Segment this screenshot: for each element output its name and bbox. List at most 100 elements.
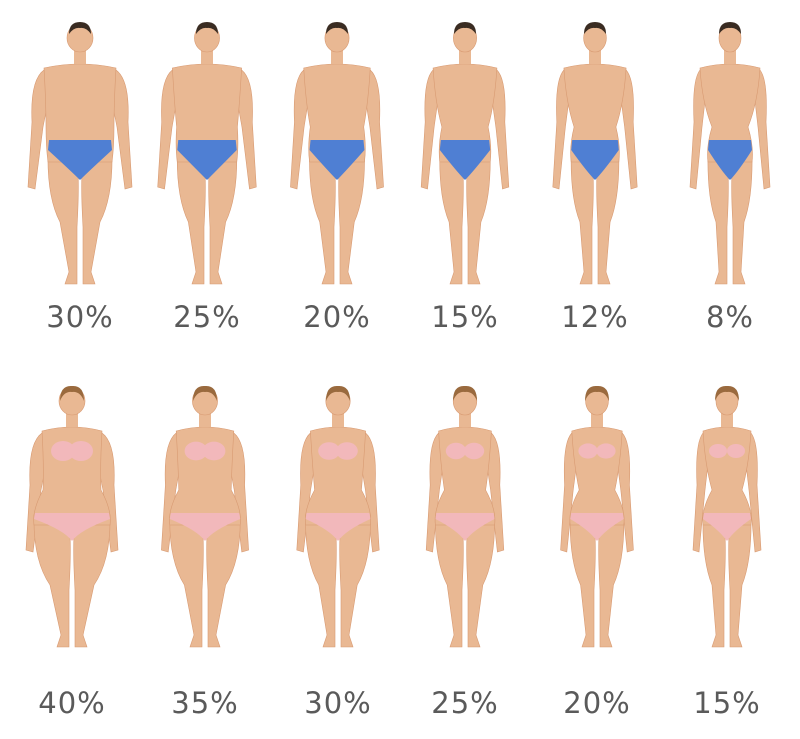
figure-men-3 [290, 22, 384, 285]
figure-women-2 [161, 385, 249, 648]
hair [326, 385, 350, 401]
hair [715, 385, 739, 401]
figure-men-2 [157, 22, 257, 285]
neck [74, 48, 86, 64]
torso [172, 63, 242, 163]
torso [33, 426, 111, 526]
briefs [571, 140, 619, 180]
right-arm [235, 69, 257, 190]
left-leg [169, 514, 204, 648]
left-leg [305, 514, 337, 648]
bikini-top-left [578, 443, 598, 459]
right-leg [206, 514, 241, 648]
body-fat-label: 30% [304, 686, 372, 720]
torso [432, 63, 498, 163]
figure-men-1 [27, 22, 133, 285]
right-leg [728, 514, 752, 648]
left-arm [157, 69, 179, 190]
figure-men-4 [420, 22, 510, 285]
hair [196, 22, 218, 34]
bikini-top-left [51, 441, 75, 461]
briefs [309, 140, 365, 180]
neck [199, 411, 211, 427]
right-leg [598, 514, 625, 648]
hair [60, 385, 84, 401]
left-leg [707, 151, 729, 285]
left-leg [702, 514, 726, 648]
body-fat-label: 20% [303, 300, 371, 334]
bikini-top-left [445, 442, 467, 460]
body-fat-label: 8% [705, 300, 754, 334]
torso [43, 63, 117, 163]
bikini-top-right [463, 442, 485, 460]
right-arm [753, 69, 771, 190]
neck [459, 411, 471, 427]
neck [589, 48, 601, 64]
bikini-top-right [69, 441, 93, 461]
left-leg [309, 151, 336, 285]
torso [434, 426, 496, 526]
hair [193, 385, 217, 401]
figure-women-6 [692, 385, 762, 648]
hair [584, 22, 606, 34]
body-fat-label: 20% [563, 686, 631, 720]
torso [169, 426, 241, 526]
hair [719, 22, 741, 34]
right-leg [73, 514, 111, 648]
neck [724, 48, 736, 64]
right-arm [490, 69, 510, 190]
neck [332, 411, 344, 427]
left-arm [27, 69, 51, 190]
left-arm [692, 432, 710, 553]
body-fat-label: 15% [693, 686, 761, 720]
neck [66, 411, 78, 427]
left-arm [420, 69, 440, 190]
bikini-bottom [435, 513, 495, 541]
bikini-bottom [703, 513, 751, 541]
bikini-top-left [709, 444, 727, 458]
neck [201, 48, 213, 64]
right-leg [338, 151, 365, 285]
body-fat-label: 25% [431, 686, 499, 720]
right-arm [363, 69, 384, 190]
bikini-top-right [202, 441, 226, 461]
left-arm [290, 69, 311, 190]
figure-women-4 [425, 385, 505, 648]
torso [563, 63, 627, 163]
right-leg [466, 151, 491, 285]
figure-men-5 [552, 22, 638, 285]
bikini-top-right [336, 442, 358, 460]
neck [591, 411, 603, 427]
hair [454, 22, 476, 34]
bikini-top-left [318, 442, 340, 460]
bikini-top-left [184, 441, 208, 461]
left-leg [176, 151, 206, 285]
right-leg [731, 151, 753, 285]
left-leg [570, 151, 594, 285]
hair [453, 385, 477, 401]
left-leg [435, 514, 464, 648]
left-leg [439, 151, 464, 285]
briefs [708, 140, 752, 180]
briefs [48, 140, 112, 180]
body-fat-label: 30% [46, 300, 114, 334]
body-fat-label: 25% [173, 300, 241, 334]
right-arm [744, 432, 762, 553]
right-leg [596, 151, 620, 285]
briefs [177, 140, 237, 180]
right-arm [109, 69, 133, 190]
torso [699, 63, 761, 163]
left-arm [552, 69, 571, 190]
torso [303, 63, 371, 163]
bikini-bottom [305, 513, 371, 541]
body-fat-label: 12% [561, 300, 629, 334]
left-leg [569, 514, 596, 648]
torso [305, 426, 371, 526]
body-fat-label: 35% [171, 686, 239, 720]
right-arm [619, 69, 638, 190]
figure-women-5 [560, 385, 634, 648]
neck [459, 48, 471, 64]
left-leg [47, 151, 79, 285]
torso [569, 426, 625, 526]
